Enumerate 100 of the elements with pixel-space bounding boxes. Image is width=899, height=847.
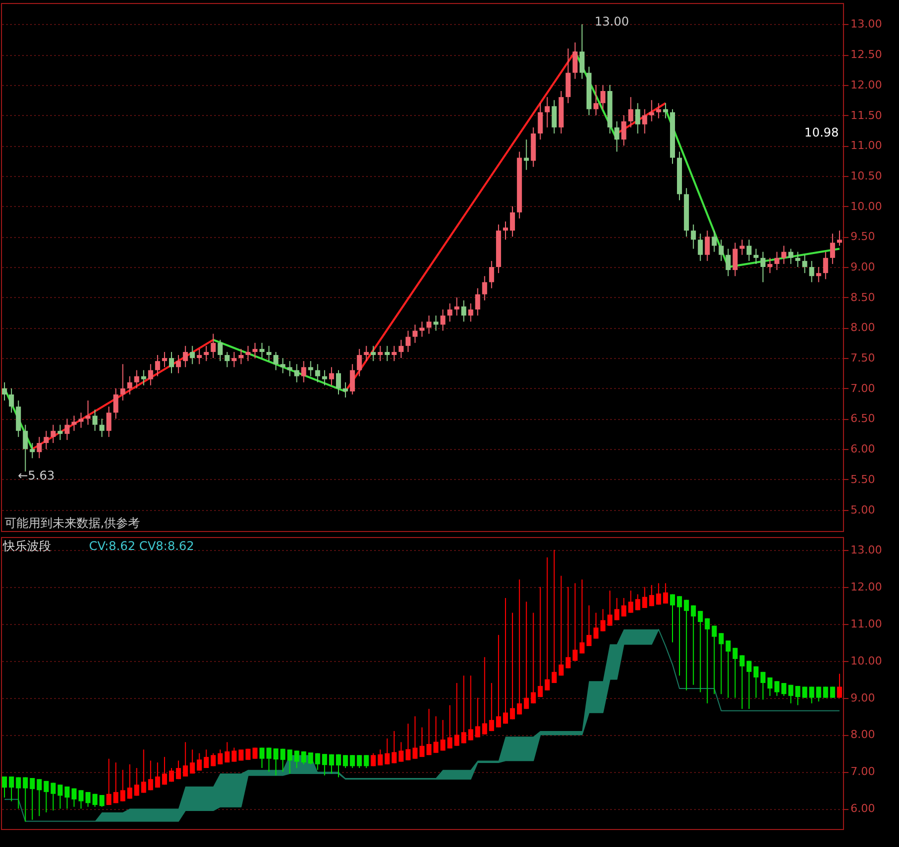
candlestick — [635, 102, 640, 134]
candlestick — [823, 251, 828, 280]
candlestick — [99, 418, 104, 438]
candlestick — [663, 582, 668, 604]
candlestick — [600, 608, 606, 632]
candlestick — [663, 102, 668, 119]
candlestick — [350, 754, 355, 769]
candlestick — [72, 788, 77, 808]
candlestick — [266, 747, 272, 772]
candlestick — [182, 742, 188, 778]
candlestick — [273, 748, 278, 776]
candlestick — [614, 120, 620, 152]
candlestick — [440, 308, 446, 332]
candlestick — [503, 220, 508, 240]
candlestick — [322, 753, 328, 776]
candlestick — [503, 597, 508, 724]
candlestick — [593, 612, 598, 640]
candlestick — [746, 239, 752, 262]
y-tick-label: 8.00 — [850, 728, 875, 742]
candlestick — [273, 351, 278, 371]
candlestick — [2, 382, 7, 402]
candlestick — [649, 100, 654, 122]
candlestick — [238, 348, 244, 365]
candlestick — [781, 245, 786, 264]
candlestick — [342, 382, 348, 398]
candlestick — [162, 756, 168, 786]
candlestick — [322, 370, 328, 386]
y-tick-label: 9.00 — [850, 260, 875, 274]
candlestick — [726, 248, 731, 277]
candlestick — [176, 760, 181, 780]
candlestick — [698, 233, 703, 262]
candlestick — [120, 364, 126, 402]
candlestick — [22, 424, 28, 472]
candlestick — [566, 586, 571, 669]
candlestick — [809, 260, 814, 283]
candlestick — [468, 302, 474, 322]
candlestick — [287, 360, 292, 377]
candlestick — [788, 684, 794, 704]
candlestick — [350, 364, 355, 395]
candlestick — [816, 686, 822, 702]
candlestick — [266, 345, 272, 362]
candlestick — [426, 708, 432, 756]
candlestick — [732, 647, 738, 698]
candlestick — [176, 354, 181, 374]
candlestick — [8, 776, 14, 802]
candlestick — [392, 730, 397, 764]
candlestick — [489, 682, 494, 732]
candlestick — [134, 370, 140, 389]
y-tick-label: 10.50 — [850, 169, 882, 182]
candlestick — [718, 239, 724, 262]
candlestick — [433, 315, 438, 332]
candlestick — [92, 409, 98, 432]
candlestick — [746, 660, 752, 710]
candlestick — [44, 430, 49, 450]
y-tick-label: 9.50 — [850, 230, 875, 244]
candlestick — [767, 676, 772, 696]
candlestick — [232, 747, 237, 762]
candlestick — [656, 102, 662, 119]
candlestick — [572, 42, 578, 80]
candlestick — [530, 612, 536, 704]
candlestick — [30, 442, 35, 459]
candlestick — [447, 302, 452, 322]
candlestick — [356, 348, 362, 377]
candlestick — [232, 351, 237, 368]
candlestick — [607, 590, 612, 626]
candlestick — [740, 239, 745, 256]
candlestick — [781, 682, 786, 696]
candlestick — [148, 364, 154, 386]
candlestick — [642, 586, 648, 608]
candlestick — [252, 747, 258, 760]
candlestick — [155, 354, 160, 377]
y-tick-label: 9.00 — [850, 691, 875, 704]
y-tick-label: 10.00 — [850, 200, 882, 213]
y-tick-label: 5.50 — [850, 472, 875, 486]
candlestick — [482, 276, 488, 301]
candlestick — [830, 233, 836, 264]
candlestick — [809, 686, 814, 704]
candlestick — [496, 634, 502, 728]
candlestick — [106, 758, 112, 806]
candlestick — [162, 351, 168, 368]
candlestick — [127, 376, 132, 395]
candlestick — [732, 242, 738, 277]
candlestick — [433, 716, 438, 754]
candlestick — [22, 776, 28, 822]
candlestick — [30, 777, 35, 820]
y-tick-label: 7.00 — [850, 382, 875, 395]
candlestick — [426, 315, 432, 334]
candlestick — [489, 260, 494, 289]
candlestick — [280, 748, 286, 772]
candlestick — [684, 599, 689, 691]
candlestick — [754, 666, 759, 698]
candlestick — [196, 348, 202, 365]
candlestick — [802, 254, 808, 274]
candlestick — [72, 415, 77, 432]
candlestick — [600, 84, 606, 110]
candlestick — [552, 100, 557, 134]
candlestick — [621, 597, 626, 617]
candlestick — [78, 790, 84, 810]
y-tick-label: 13.00 — [850, 18, 882, 31]
y-tick-label: 8.00 — [850, 321, 875, 334]
